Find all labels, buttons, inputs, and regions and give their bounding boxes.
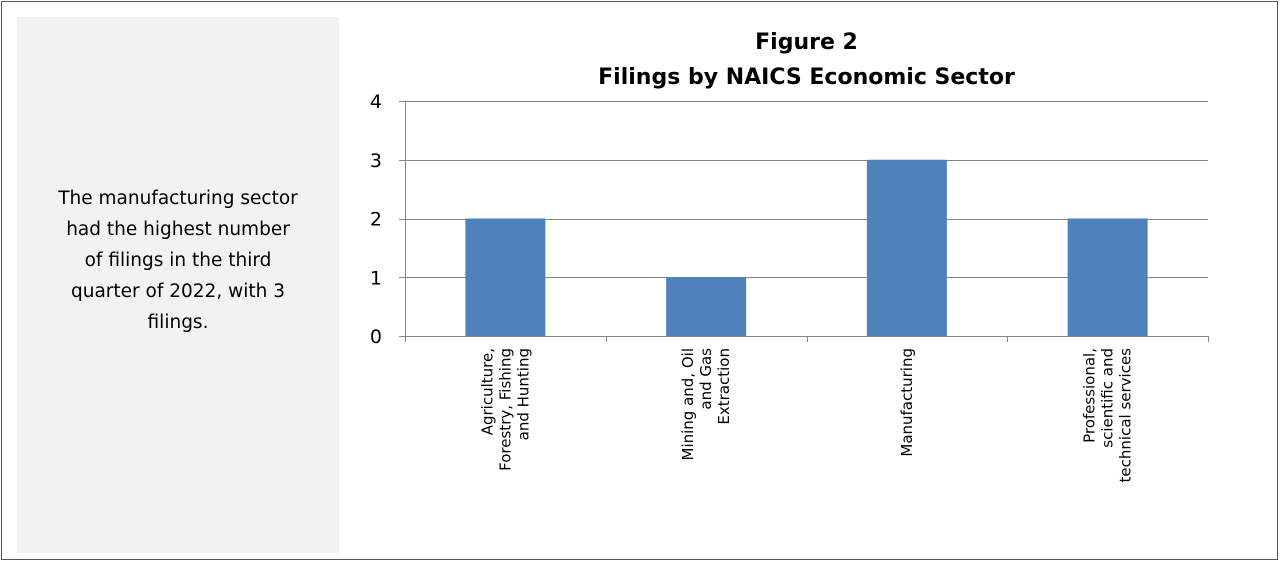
y-tick-label: 2	[370, 209, 382, 231]
side-note-line: The manufacturing sector	[58, 188, 298, 209]
bar	[1067, 218, 1148, 336]
chart-text: 0 1 2 3 4 Agriculture, Forestry, Fishing and Hu…	[370, 30, 1135, 482]
bar	[866, 159, 947, 336]
bar	[666, 277, 747, 336]
x-tick-label-line: Manufacturing	[898, 348, 916, 457]
bar	[465, 218, 546, 336]
x-tick-label-line: and Gas	[697, 348, 715, 410]
chart-title: Filings by NAICS Economic Sector	[598, 65, 1015, 90]
bars	[465, 159, 1148, 336]
x-tick-label-line: Extraction	[715, 348, 733, 425]
side-note-line: filings.	[147, 312, 209, 333]
x-tick-label: Manufacturing	[898, 348, 916, 457]
x-tick-label-line: technical services	[1117, 348, 1135, 483]
side-note-line: of filings in the third	[84, 250, 272, 271]
x-tick-label-line: Agriculture,	[478, 348, 496, 435]
y-tick-label: 4	[370, 91, 382, 113]
x-tick-label: Agriculture, Forestry, Fishing and Hunting	[478, 348, 532, 471]
side-note-panel: The manufacturing sector had the highest…	[17, 17, 339, 553]
side-note-line: quarter of 2022, with 3	[71, 281, 285, 302]
x-tick-label-line: and Hunting	[514, 348, 532, 440]
x-tick-label-line: scientific and	[1099, 348, 1117, 448]
axes	[399, 101, 1209, 342]
chart-title: Figure 2	[755, 30, 858, 55]
x-tick-label-line: Mining and, Oil	[679, 348, 697, 460]
x-tick-label-line: Forestry, Fishing	[496, 348, 514, 471]
side-note: The manufacturing sector had the highest…	[17, 183, 339, 338]
y-tick-label: 3	[370, 150, 382, 172]
x-tick-label: Mining and, Oil and Gas Extraction	[679, 348, 733, 461]
side-note-line: had the highest number	[66, 219, 290, 240]
y-tick-label: 0	[370, 326, 382, 348]
x-tick-label: Professional, scientific and technical ser…	[1081, 348, 1135, 483]
x-tick-label-line: Professional,	[1081, 348, 1099, 443]
y-tick-label: 1	[370, 267, 382, 289]
